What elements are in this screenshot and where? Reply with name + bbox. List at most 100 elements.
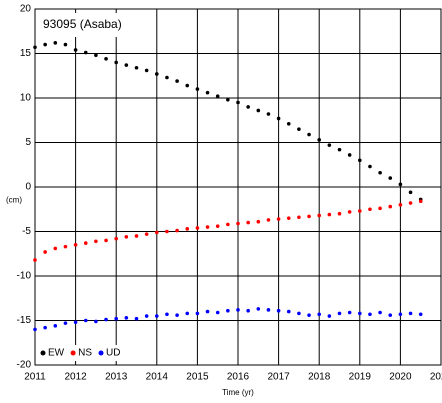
- data-point: [297, 311, 301, 316]
- data-point: [408, 190, 413, 195]
- data-point: [388, 204, 393, 209]
- data-point: [286, 309, 291, 314]
- data-point: [358, 158, 362, 163]
- data-point: [114, 236, 118, 241]
- data-point: [418, 199, 423, 204]
- data-point: [215, 94, 220, 99]
- data-point: [226, 308, 230, 313]
- data-point: [53, 324, 58, 328]
- data-point: [317, 138, 322, 142]
- x-axis-label: Time (yr): [222, 388, 254, 397]
- data-point: [155, 72, 159, 76]
- data-point: [205, 225, 210, 229]
- x-tick-label: 2014: [146, 372, 169, 383]
- x-tick-label: 2011: [24, 372, 46, 383]
- data-point: [398, 312, 403, 317]
- data-point: [327, 212, 332, 217]
- data-point: [347, 210, 352, 214]
- data-point: [347, 153, 352, 157]
- x-tick-label: 2019: [349, 372, 372, 383]
- data-point: [408, 311, 413, 316]
- data-point: [63, 42, 68, 47]
- x-tick-label: 2013: [105, 372, 128, 383]
- y-tick-label: -5: [22, 226, 31, 237]
- y-tick-label: -20: [17, 360, 32, 371]
- legend-label: EW: [48, 348, 65, 359]
- data-point: [358, 311, 362, 316]
- data-point: [378, 206, 382, 211]
- data-point: [327, 314, 332, 318]
- data-point: [256, 219, 261, 224]
- data-point: [388, 313, 393, 317]
- data-point: [266, 308, 271, 312]
- data-point: [43, 250, 47, 254]
- data-point: [205, 90, 210, 95]
- data-point: [114, 316, 118, 321]
- data-point: [368, 164, 372, 169]
- legend-marker: [70, 350, 76, 356]
- data-point: [144, 314, 149, 318]
- data-point: [185, 83, 190, 88]
- data-point: [165, 312, 169, 317]
- x-tick-label: 2017: [267, 372, 290, 383]
- data-point: [134, 234, 139, 238]
- y-tick-label: 10: [20, 93, 32, 104]
- data-point: [165, 229, 169, 234]
- data-point: [378, 170, 382, 175]
- y-tick-label: 20: [20, 4, 32, 15]
- data-point: [33, 258, 37, 262]
- data-point: [165, 75, 169, 80]
- data-point: [307, 313, 311, 317]
- data-point: [73, 48, 78, 52]
- data-point: [266, 112, 271, 116]
- data-point: [104, 57, 108, 61]
- x-tick-label: 2016: [227, 372, 250, 383]
- data-point: [246, 308, 250, 313]
- data-point: [53, 246, 58, 251]
- data-point: [94, 239, 98, 244]
- data-point: [144, 68, 149, 73]
- y-tick-label: -15: [17, 315, 32, 326]
- data-point: [256, 108, 261, 113]
- data-point: [368, 312, 372, 317]
- data-point: [124, 63, 129, 67]
- data-point: [307, 214, 311, 219]
- data-point: [276, 308, 281, 313]
- data-point: [33, 327, 37, 332]
- x-tick-label: 2012: [64, 372, 87, 383]
- plot-frame: [34, 8, 442, 366]
- legend-label: NS: [78, 348, 92, 359]
- data-point: [408, 201, 413, 205]
- data-point: [83, 50, 88, 55]
- data-point: [215, 310, 220, 315]
- data-point: [236, 100, 240, 105]
- x-tick-label: 2021: [430, 372, 442, 383]
- data-point: [155, 230, 159, 235]
- data-point: [215, 224, 220, 228]
- data-point: [104, 238, 108, 243]
- data-point: [185, 227, 190, 231]
- data-point: [94, 53, 98, 58]
- data-point: [327, 143, 332, 147]
- data-point: [124, 316, 129, 320]
- legend-marker: [40, 350, 46, 356]
- data-point: [347, 310, 352, 315]
- data-point: [276, 116, 281, 121]
- data-point: [297, 215, 301, 220]
- data-point: [94, 319, 98, 324]
- data-point: [276, 217, 281, 221]
- y-tick-label: -10: [17, 271, 32, 282]
- data-point: [256, 307, 261, 311]
- data-point: [266, 218, 271, 222]
- legend-marker: [98, 350, 104, 356]
- data-point: [317, 312, 322, 317]
- data-point: [246, 105, 250, 109]
- data-point: [43, 42, 47, 47]
- data-point: [378, 310, 382, 315]
- data-point: [53, 41, 58, 45]
- data-point: [144, 232, 149, 236]
- data-point: [43, 325, 47, 330]
- data-point: [236, 221, 240, 226]
